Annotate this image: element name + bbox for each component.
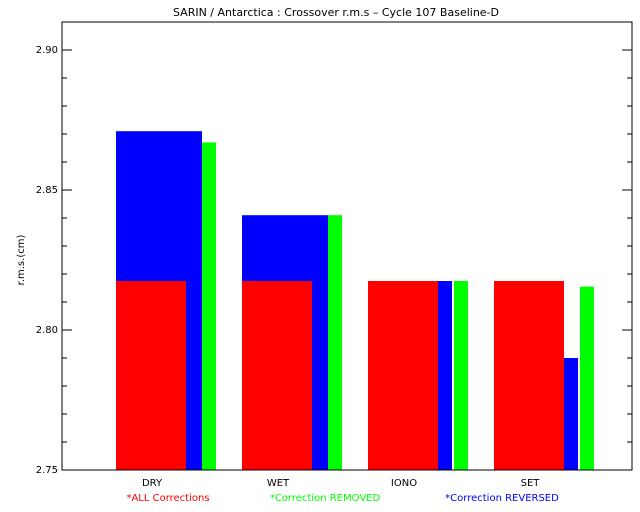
bar-all-dry	[116, 281, 186, 470]
bar-all-iono	[368, 281, 438, 470]
bars-group	[116, 131, 594, 470]
x-tick-label: IONO	[391, 478, 417, 489]
bar-removed-wet	[328, 215, 342, 470]
bar-removed-iono	[454, 281, 468, 470]
legend-entry: *Correction REVERSED	[445, 493, 559, 504]
x-tick-label: SET	[521, 478, 541, 489]
x-tick-label: DRY	[142, 478, 163, 489]
y-axis: 2.75 2.80 2.85 2.90	[36, 21, 632, 476]
bar-all-wet	[242, 281, 312, 470]
y-tick-label: 2.80	[36, 325, 58, 336]
y-tick-label: 2.85	[36, 185, 58, 196]
legend-entry: *ALL Corrections	[126, 493, 209, 504]
x-tick-label: WET	[267, 478, 290, 489]
bar-removed-dry	[202, 142, 216, 470]
bar-reversed-set	[564, 358, 578, 470]
y-axis-label: r.m.s.(cm)	[16, 235, 27, 286]
legend: *ALL Corrections *Correction REMOVED *Corr…	[126, 493, 559, 504]
x-axis-labels: DRY WET IONO SET	[142, 478, 540, 489]
y-tick-label: 2.90	[36, 45, 58, 56]
chart-title: SARIN / Antarctica : Crossover r.m.s – C…	[173, 6, 499, 19]
legend-entry: *Correction REMOVED	[270, 493, 381, 504]
bar-reversed-iono	[438, 281, 452, 470]
bar-removed-set	[580, 286, 594, 470]
bar-all-set	[494, 281, 564, 470]
y-tick-label: 2.75	[36, 465, 58, 476]
